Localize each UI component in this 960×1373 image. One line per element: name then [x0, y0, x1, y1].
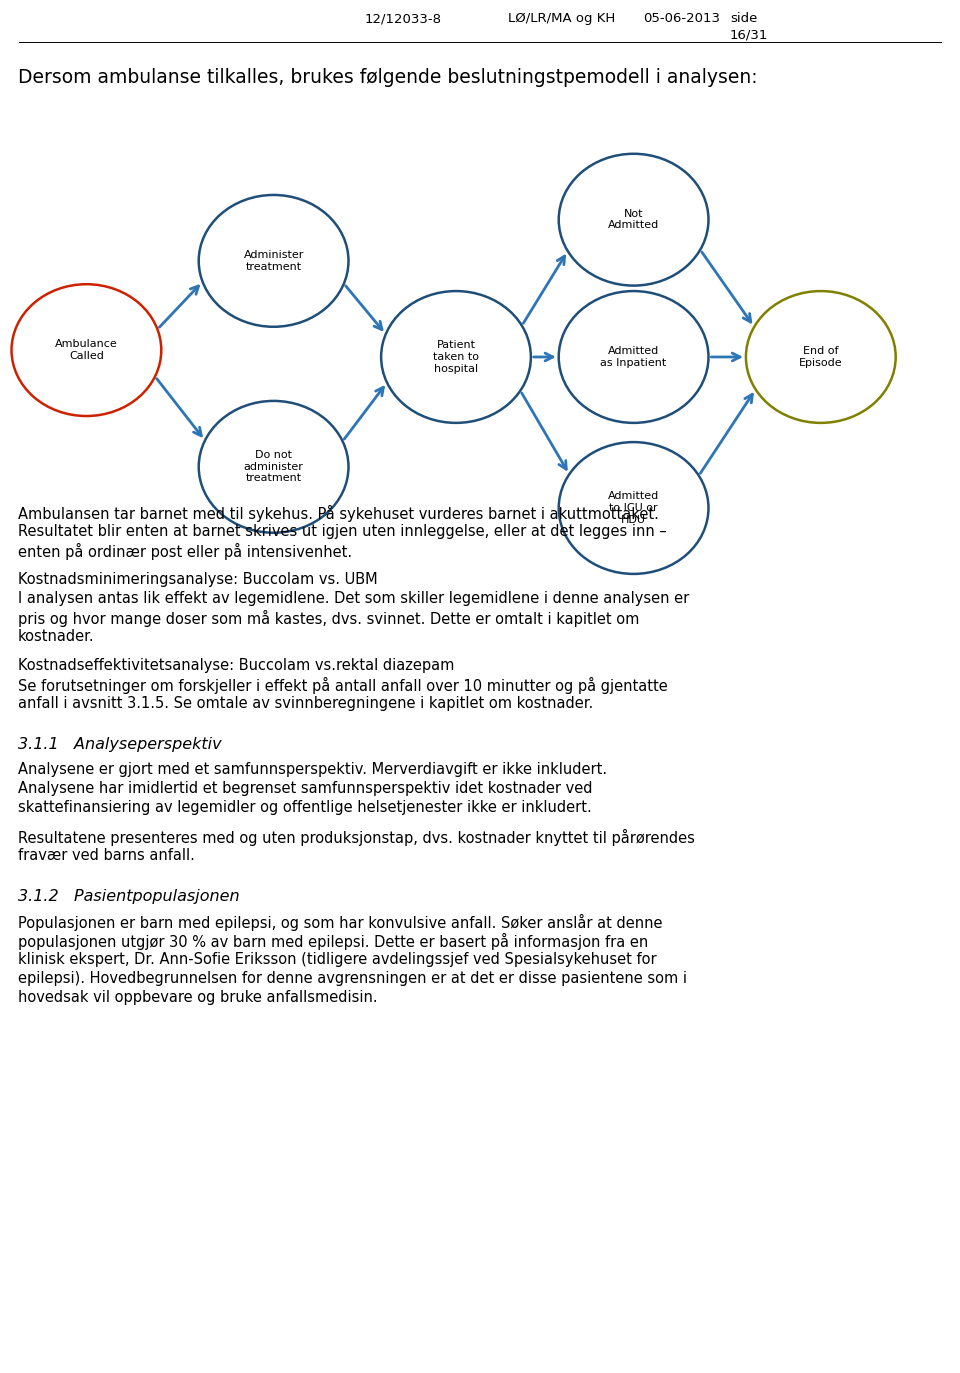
Ellipse shape [12, 284, 161, 416]
Text: Ambulansen tar barnet med til sykehus. På sykehuset vurderes barnet i akuttmotta: Ambulansen tar barnet med til sykehus. P… [18, 505, 659, 522]
Text: Se forutsetninger om forskjeller i effekt på antall anfall over 10 minutter og p: Se forutsetninger om forskjeller i effek… [18, 677, 668, 693]
Ellipse shape [559, 154, 708, 286]
Text: Kostnadseffektivitetsanalyse: Buccolam vs.rektal diazepam: Kostnadseffektivitetsanalyse: Buccolam v… [18, 658, 454, 673]
Text: hovedsak vil oppbevare og bruke anfallsmedisin.: hovedsak vil oppbevare og bruke anfallsm… [18, 990, 377, 1005]
Ellipse shape [199, 401, 348, 533]
Text: Resultatene presenteres med og uten produksjonstap, dvs. kostnader knyttet til p: Resultatene presenteres med og uten prod… [18, 829, 695, 846]
Text: Kostnadsminimeringsanalyse: Buccolam vs. UBM: Kostnadsminimeringsanalyse: Buccolam vs.… [18, 573, 377, 588]
Text: pris og hvor mange doser som må kastes, dvs. svinnet. Dette er omtalt i kapitlet: pris og hvor mange doser som må kastes, … [18, 610, 639, 627]
Text: epilepsi). Hovedbegrunnelsen for denne avgrensningen er at det er disse pasiente: epilepsi). Hovedbegrunnelsen for denne a… [18, 971, 687, 986]
Ellipse shape [746, 291, 896, 423]
Text: Admitted
to ICU or
HDU: Admitted to ICU or HDU [608, 492, 660, 524]
Text: anfall i avsnitt 3.1.5. Se omtale av svinnberegningene i kapitlet om kostnader.: anfall i avsnitt 3.1.5. Se omtale av svi… [18, 696, 593, 711]
Text: Do not
administer
treatment: Do not administer treatment [244, 450, 303, 483]
Text: I analysen antas lik effekt av legemidlene. Det som skiller legemidlene i denne : I analysen antas lik effekt av legemidle… [18, 590, 689, 605]
Text: 3.1.2   Pasientpopulasjonen: 3.1.2 Pasientpopulasjonen [18, 888, 240, 903]
Text: Analysene har imidlertid et begrenset samfunnsperspektiv idet kostnader ved: Analysene har imidlertid et begrenset sa… [18, 781, 592, 796]
Text: enten på ordinær post eller på intensivenhet.: enten på ordinær post eller på intensive… [18, 542, 352, 560]
Text: Administer
treatment: Administer treatment [244, 250, 303, 272]
Text: Resultatet blir enten at barnet skrives ut igjen uten innleggelse, eller at det : Resultatet blir enten at barnet skrives … [18, 524, 667, 540]
Ellipse shape [199, 195, 348, 327]
Text: klinisk ekspert, Dr. Ann-Sofie Eriksson (tidligere avdelingssjef ved Spesialsyke: klinisk ekspert, Dr. Ann-Sofie Eriksson … [18, 951, 657, 967]
Text: 05-06-2013: 05-06-2013 [643, 12, 720, 25]
Text: Patient
taken to
hospital: Patient taken to hospital [433, 341, 479, 373]
Text: End of
Episode: End of Episode [799, 346, 843, 368]
Text: Analysene er gjort med et samfunnsperspektiv. Merverdiavgift er ikke inkludert.: Analysene er gjort med et samfunnsperspe… [18, 762, 607, 777]
Text: Ambulance
Called: Ambulance Called [55, 339, 118, 361]
Ellipse shape [559, 291, 708, 423]
Text: 12/12033-8: 12/12033-8 [365, 12, 442, 25]
Text: side: side [730, 12, 757, 25]
Ellipse shape [559, 442, 708, 574]
Text: populasjonen utgjør 30 % av barn med epilepsi. Dette er basert på informasjon fr: populasjonen utgjør 30 % av barn med epi… [18, 934, 648, 950]
Text: Populasjonen er barn med epilepsi, og som har konvulsive anfall. Søker anslår at: Populasjonen er barn med epilepsi, og so… [18, 914, 662, 931]
Text: Admitted
as Inpatient: Admitted as Inpatient [600, 346, 667, 368]
Text: kostnader.: kostnader. [18, 629, 95, 644]
Text: 3.1.1   Analyseperspektiv: 3.1.1 Analyseperspektiv [18, 737, 222, 752]
Text: 16/31: 16/31 [730, 27, 768, 41]
Ellipse shape [381, 291, 531, 423]
Text: fravær ved barns anfall.: fravær ved barns anfall. [18, 849, 195, 864]
Text: LØ/LR/MA og KH: LØ/LR/MA og KH [508, 12, 615, 25]
Text: Not
Admitted: Not Admitted [608, 209, 660, 231]
Text: skattefinansiering av legemidler og offentlige helsetjenester ikke er inkludert.: skattefinansiering av legemidler og offe… [18, 800, 591, 816]
Text: Dersom ambulanse tilkalles, brukes følgende beslutningstреmodell i analysen:: Dersom ambulanse tilkalles, brukes følge… [18, 69, 757, 86]
